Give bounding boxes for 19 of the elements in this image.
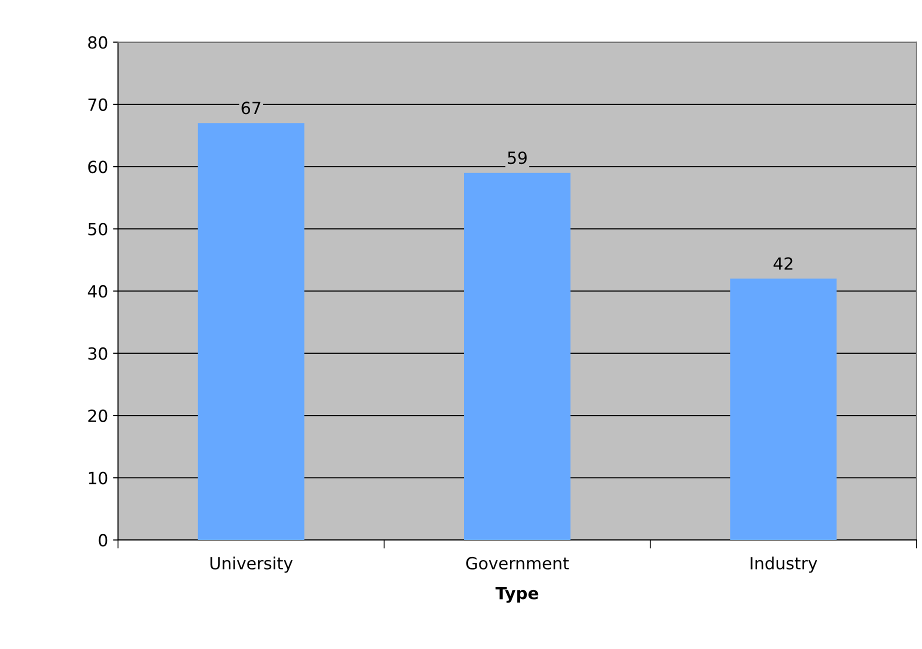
y-tick-label: 70 bbox=[88, 98, 108, 111]
y-tick-label: 0 bbox=[98, 534, 108, 547]
data-label: 42 bbox=[774, 257, 792, 270]
data-label: 67 bbox=[242, 102, 260, 114]
data-label: 59 bbox=[508, 151, 527, 164]
y-tick-label: 80 bbox=[88, 36, 108, 49]
bar bbox=[464, 172, 570, 540]
y-tick-label: 60 bbox=[88, 160, 108, 174]
y-tick-label: 10 bbox=[88, 472, 108, 484]
y-tick-label: 50 bbox=[88, 222, 108, 236]
y-tick-label: 30 bbox=[88, 347, 108, 360]
x-tick-label: University bbox=[210, 556, 293, 573]
bar bbox=[198, 123, 304, 540]
x-tick-label: Industry bbox=[750, 556, 818, 573]
y-tick-label: 40 bbox=[88, 285, 108, 298]
x-axis-title: Type bbox=[496, 587, 538, 603]
y-tick-label: 20 bbox=[88, 409, 108, 422]
x-tick-label: Government bbox=[466, 556, 569, 570]
bar bbox=[730, 278, 837, 540]
